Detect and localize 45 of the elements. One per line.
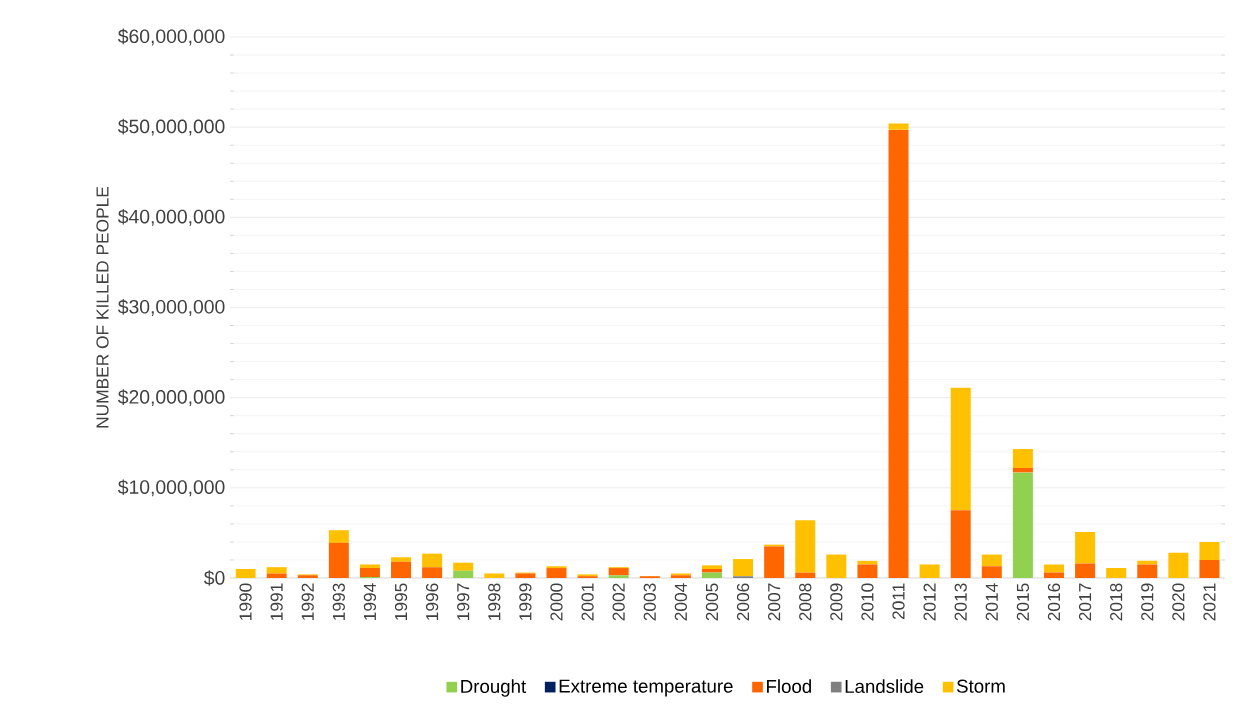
y-tick-label: $0 <box>204 570 225 586</box>
x-tick-label: 2000 <box>550 583 563 621</box>
legend-label: Landslide <box>845 679 924 694</box>
x-tick-label: 1993 <box>332 583 345 620</box>
x-tick-label: 2016 <box>1047 583 1061 621</box>
x-tick-label: 2010 <box>861 583 874 621</box>
x-tick-label: 2002 <box>612 583 625 621</box>
legend-label: Drought <box>461 679 527 697</box>
x-tick-label: 2004 <box>674 583 687 621</box>
legend-label: Storm <box>956 679 1005 693</box>
x-tick-label: 1995 <box>394 583 408 620</box>
x-tick-label: 1994 <box>363 583 377 620</box>
x-tick-label: 2013 <box>954 583 967 621</box>
x-tick-label: 1990 <box>239 583 252 620</box>
y-tick-label: $10,000,000 <box>117 479 225 497</box>
x-tick-label: 2020 <box>1172 583 1185 621</box>
legend-label: Flood <box>767 679 811 694</box>
y-tick-label: $50,000,000 <box>117 118 225 136</box>
x-tick-label: 2012 <box>923 583 936 621</box>
x-tick-label: 2019 <box>1141 583 1154 621</box>
y-axis-title: NUMBER OF KILLED PEOPLE <box>96 186 109 428</box>
x-tick-label: 2018 <box>1110 583 1123 621</box>
x-tick-label: 2007 <box>768 583 781 621</box>
legend-label: Extreme temperature <box>559 679 733 697</box>
y-tick-label: $40,000,000 <box>117 208 225 226</box>
x-tick-label: 2014 <box>985 583 998 621</box>
x-tick-label: 1998 <box>488 583 501 620</box>
x-tick-label: 2009 <box>830 583 843 621</box>
x-tick-label: 2001 <box>581 583 594 621</box>
x-tick-label: 2003 <box>643 583 656 621</box>
x-tick-label: 2021 <box>1203 583 1216 621</box>
y-tick-label: $60,000,000 <box>117 28 225 46</box>
x-tick-label: 2005 <box>705 583 719 621</box>
x-tick-label: 1992 <box>301 583 314 620</box>
x-tick-label: 1996 <box>425 583 439 620</box>
y-tick-label: $20,000,000 <box>117 389 225 407</box>
x-tick-label: 2015 <box>1016 583 1030 621</box>
x-tick-label: 1991 <box>270 583 283 620</box>
x-tick-label: 1997 <box>457 583 470 620</box>
x-tick-label: 2006 <box>736 583 750 621</box>
x-tick-label: 2011 <box>892 583 905 620</box>
x-tick-label: 2017 <box>1078 583 1092 621</box>
y-tick-label: $30,000,000 <box>117 299 225 316</box>
x-tick-label: 1999 <box>519 583 532 620</box>
x-tick-label: 2008 <box>799 583 812 621</box>
